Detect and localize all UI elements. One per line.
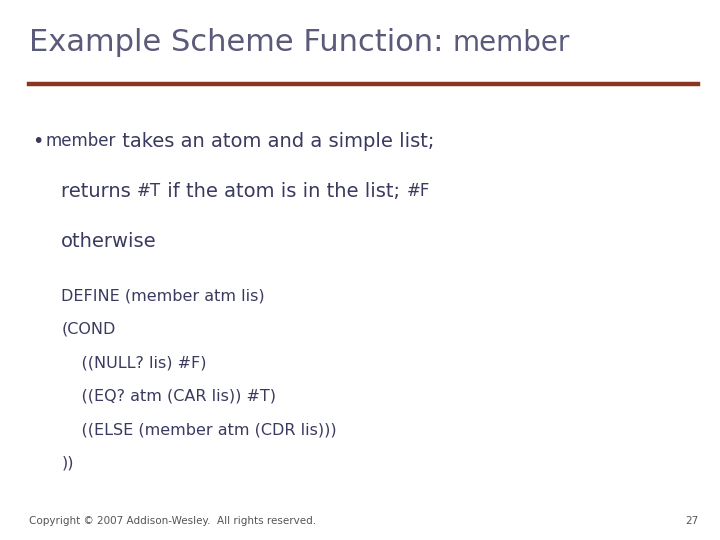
- Text: Copyright © 2007 Addison-Wesley.  All rights reserved.: Copyright © 2007 Addison-Wesley. All rig…: [29, 516, 316, 526]
- Text: member: member: [453, 29, 570, 57]
- Text: Example Scheme Function:: Example Scheme Function:: [29, 28, 453, 57]
- Text: •: •: [32, 132, 44, 151]
- Text: if the atom is in the list;: if the atom is in the list;: [161, 182, 407, 201]
- Text: DEFINE (member atm lis): DEFINE (member atm lis): [61, 288, 265, 303]
- Text: #F: #F: [407, 182, 430, 200]
- Text: ((NULL? lis) #F): ((NULL? lis) #F): [61, 355, 207, 370]
- Text: 27: 27: [685, 516, 698, 526]
- Text: ((ELSE (member atm (CDR lis))): ((ELSE (member atm (CDR lis))): [61, 422, 337, 437]
- Text: returns: returns: [61, 182, 138, 201]
- Text: ((EQ? atm (CAR lis)) #T): ((EQ? atm (CAR lis)) #T): [61, 389, 276, 404]
- Text: (COND: (COND: [61, 322, 116, 337]
- Text: #T: #T: [138, 182, 161, 200]
- Text: )): )): [61, 456, 73, 471]
- Text: otherwise: otherwise: [61, 232, 157, 251]
- Text: member: member: [45, 132, 116, 150]
- Text: takes an atom and a simple list;: takes an atom and a simple list;: [116, 132, 434, 151]
